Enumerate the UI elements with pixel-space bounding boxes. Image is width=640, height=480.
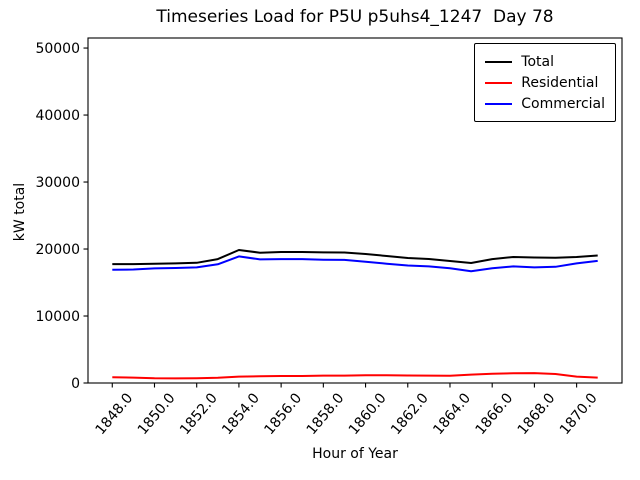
y-tick-label: 40000 [35,108,80,124]
x-tick-label: 1856.0 [261,390,305,438]
legend-label-commercial: Commercial [521,95,605,112]
y-tick-label: 50000 [35,41,80,57]
legend-entry-commercial: Commercial [485,93,605,114]
series-line-commercial [112,255,598,273]
x-tick-label: 1854.0 [219,390,263,438]
y-tick-label: 30000 [35,175,80,191]
x-tick-label: 1864.0 [430,390,474,438]
y-tick-label: 20000 [35,242,80,258]
x-tick-label: 1870.0 [557,390,601,438]
legend-entry-residential: Residential [485,72,605,93]
legend-label-residential: Residential [521,74,599,91]
x-axis-label: Hour of Year [312,446,398,462]
legend-label-total: Total [521,53,554,70]
x-tick-label: 1862.0 [388,390,432,438]
y-tick-label: 0 [71,376,80,392]
x-tick-label: 1850.0 [135,390,179,438]
legend: Total Residential Commercial [474,43,616,122]
x-tick-label: 1848.0 [93,390,137,438]
y-tick-label: 10000 [35,309,80,325]
x-tick-label: 1868.0 [515,390,559,438]
x-tick-label: 1866.0 [473,390,517,438]
legend-line-sample-total [485,60,513,63]
series-line-residential [112,372,598,380]
x-tick-label: 1858.0 [304,390,348,438]
x-tick-label: 1852.0 [177,390,221,438]
axes-spines [87,37,623,384]
legend-line-sample-commercial [485,102,513,105]
y-axis-label: kW total [12,182,28,242]
legend-line-sample-residential [485,81,513,84]
x-tick-label: 1860.0 [346,390,390,438]
chart-title: Timeseries Load for P5U p5uhs4_1247 Day … [156,7,554,27]
series-line-total [112,249,598,266]
legend-entry-total: Total [485,51,605,72]
